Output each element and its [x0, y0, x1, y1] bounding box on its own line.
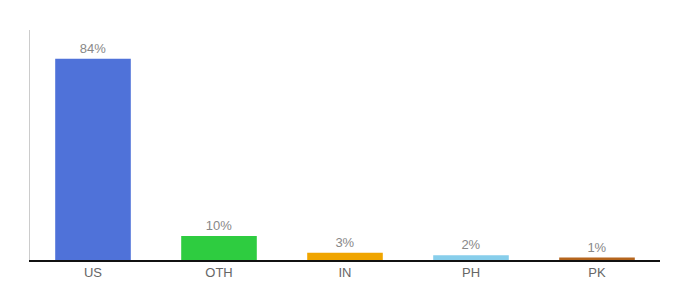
svg-text:84%: 84% — [80, 41, 106, 56]
svg-text:IN: IN — [339, 265, 352, 280]
svg-text:US: US — [84, 265, 102, 280]
svg-text:3%: 3% — [335, 235, 354, 250]
svg-text:10%: 10% — [206, 218, 232, 233]
svg-text:1%: 1% — [587, 240, 606, 255]
svg-text:PK: PK — [588, 265, 606, 280]
svg-text:OTH: OTH — [205, 265, 232, 280]
svg-text:2%: 2% — [461, 237, 480, 252]
svg-text:PH: PH — [462, 265, 480, 280]
